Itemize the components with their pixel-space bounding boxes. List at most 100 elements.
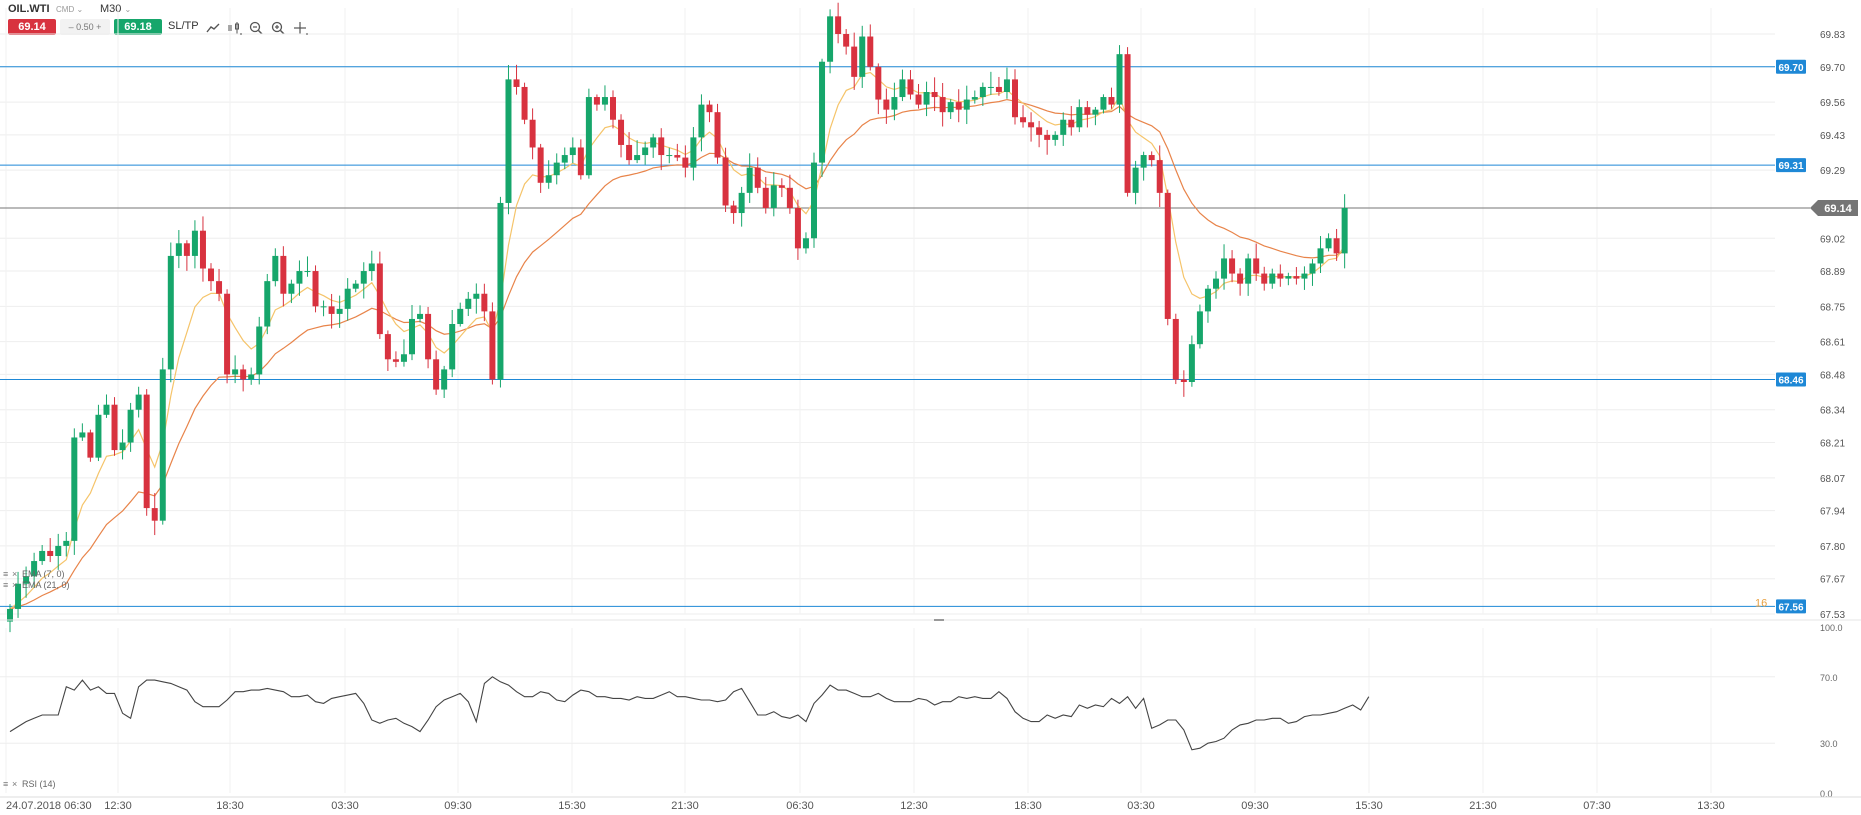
- time-tick-label: 13:30: [1697, 800, 1725, 812]
- level-tag: [1776, 372, 1806, 387]
- candle-bull: [368, 263, 375, 272]
- spread-display: – 0.50 +: [60, 19, 110, 35]
- candle-bull: [304, 271, 311, 273]
- candle-bull: [39, 550, 46, 562]
- candle-bull: [1196, 311, 1203, 345]
- countdown-label: 16: [1755, 597, 1767, 609]
- candle-bear: [794, 208, 801, 249]
- rsi-panel: 100.0 70.0 30.0 0.0 ≡ × RSI (14): [0, 619, 1861, 799]
- candle-bear: [312, 271, 319, 307]
- candle-bear: [706, 104, 713, 113]
- candle-bull: [23, 576, 30, 584]
- candle-bull: [63, 540, 70, 546]
- candle-bull: [1341, 208, 1348, 254]
- candle-bear: [240, 369, 247, 380]
- candle-bull: [320, 306, 327, 308]
- candle-bull: [561, 155, 568, 163]
- candle-bear: [875, 66, 882, 100]
- time-tick-label: 18:30: [1014, 800, 1042, 812]
- candle-bull: [103, 404, 110, 415]
- candle-bull: [71, 437, 78, 541]
- price-tick-label: 69.43: [1820, 131, 1845, 142]
- candle-bear: [489, 311, 496, 380]
- candle-bull: [457, 308, 464, 324]
- candle-bull: [666, 155, 673, 157]
- instrument-type-label[interactable]: CMD ⌄: [56, 3, 83, 17]
- candle-bear: [328, 306, 335, 314]
- candle-bear: [1108, 97, 1115, 105]
- candle-bull: [497, 202, 504, 380]
- level-tag: [1776, 59, 1806, 74]
- sell-price-button[interactable]: 69.14: [8, 19, 56, 35]
- candle-bull: [634, 155, 641, 161]
- candle-bear: [151, 508, 158, 521]
- candle-bear: [143, 394, 150, 509]
- chart-grid: [0, 8, 1775, 793]
- time-tick-label: 15:30: [558, 800, 586, 812]
- candle-bear: [47, 550, 54, 556]
- price-tick-label: 68.07: [1820, 474, 1845, 485]
- candle-bull: [360, 271, 367, 284]
- candle-bear: [851, 46, 858, 77]
- candle-bull: [770, 185, 777, 208]
- timeframe-selector[interactable]: M30 ⌄: [100, 2, 131, 17]
- time-tick-label: 24.07.2018 06:30: [6, 800, 92, 812]
- candle-bull: [31, 561, 38, 577]
- rsi-tick-label: 0.0: [1820, 789, 1833, 799]
- zoom-in-icon[interactable]: [270, 20, 286, 36]
- symbol-label[interactable]: OIL.WTI: [8, 3, 50, 15]
- time-tick-label: 21:30: [671, 800, 699, 812]
- candle-bear: [682, 157, 689, 168]
- minus-icon[interactable]: –: [68, 22, 74, 32]
- candle-bull: [971, 97, 978, 100]
- price-tick-label: 68.61: [1820, 338, 1845, 349]
- chevron-down-icon: ⌄: [76, 5, 84, 14]
- candle-bull: [1076, 107, 1083, 128]
- candle-bull: [7, 608, 13, 622]
- candle-bear: [87, 432, 94, 458]
- chart-toolbar: OIL.WTI CMD ⌄ M30 ⌄ 69.14 – 0.50 + 69.18…: [0, 0, 1861, 35]
- candle-bear: [1180, 379, 1187, 382]
- rsi-legend-label: RSI (14): [22, 779, 56, 789]
- candle-bull: [1132, 167, 1139, 193]
- plus-icon[interactable]: +: [96, 22, 102, 32]
- candle-bear: [577, 147, 584, 176]
- candle-bull: [296, 271, 303, 284]
- candles: [7, 2, 1348, 633]
- candle-bull: [947, 102, 954, 113]
- legend-menu-icon: ≡: [3, 569, 8, 579]
- candle-bull: [738, 192, 745, 214]
- candle-bull: [256, 326, 263, 375]
- candle-bull: [400, 354, 407, 362]
- candle-bear: [513, 79, 520, 87]
- candle-bull: [55, 545, 62, 556]
- candle-bull: [95, 414, 102, 458]
- price-tick-label: 67.94: [1820, 507, 1845, 518]
- candle-bear: [1172, 318, 1179, 380]
- line-chart-icon[interactable]: [205, 20, 221, 36]
- candle-bear: [1333, 238, 1340, 254]
- price-tick-label: 69.83: [1820, 30, 1845, 41]
- candle-bear: [1012, 79, 1018, 118]
- time-tick-label: 07:30: [1583, 800, 1611, 812]
- candle-bear: [376, 263, 383, 335]
- candle-bull: [553, 162, 560, 176]
- candle-bull: [344, 288, 351, 309]
- candle-bear: [618, 119, 625, 145]
- candle-bull: [409, 318, 415, 355]
- candle-bear: [658, 137, 665, 156]
- time-tick-label: 06:30: [786, 800, 814, 812]
- zoom-out-icon[interactable]: [248, 20, 264, 36]
- candle-bull: [15, 583, 22, 609]
- candle-bull: [79, 432, 86, 438]
- candle-bear: [1020, 117, 1027, 123]
- sltp-button[interactable]: SL/TP: [168, 20, 199, 32]
- buy-price-button[interactable]: 69.18: [114, 19, 162, 35]
- candle-bull: [167, 255, 174, 370]
- candle-bull: [352, 283, 359, 289]
- candle-bull: [1317, 248, 1324, 264]
- rsi-line: [9, 676, 1370, 751]
- level-tag: [1776, 599, 1806, 614]
- candle-bear: [384, 334, 391, 360]
